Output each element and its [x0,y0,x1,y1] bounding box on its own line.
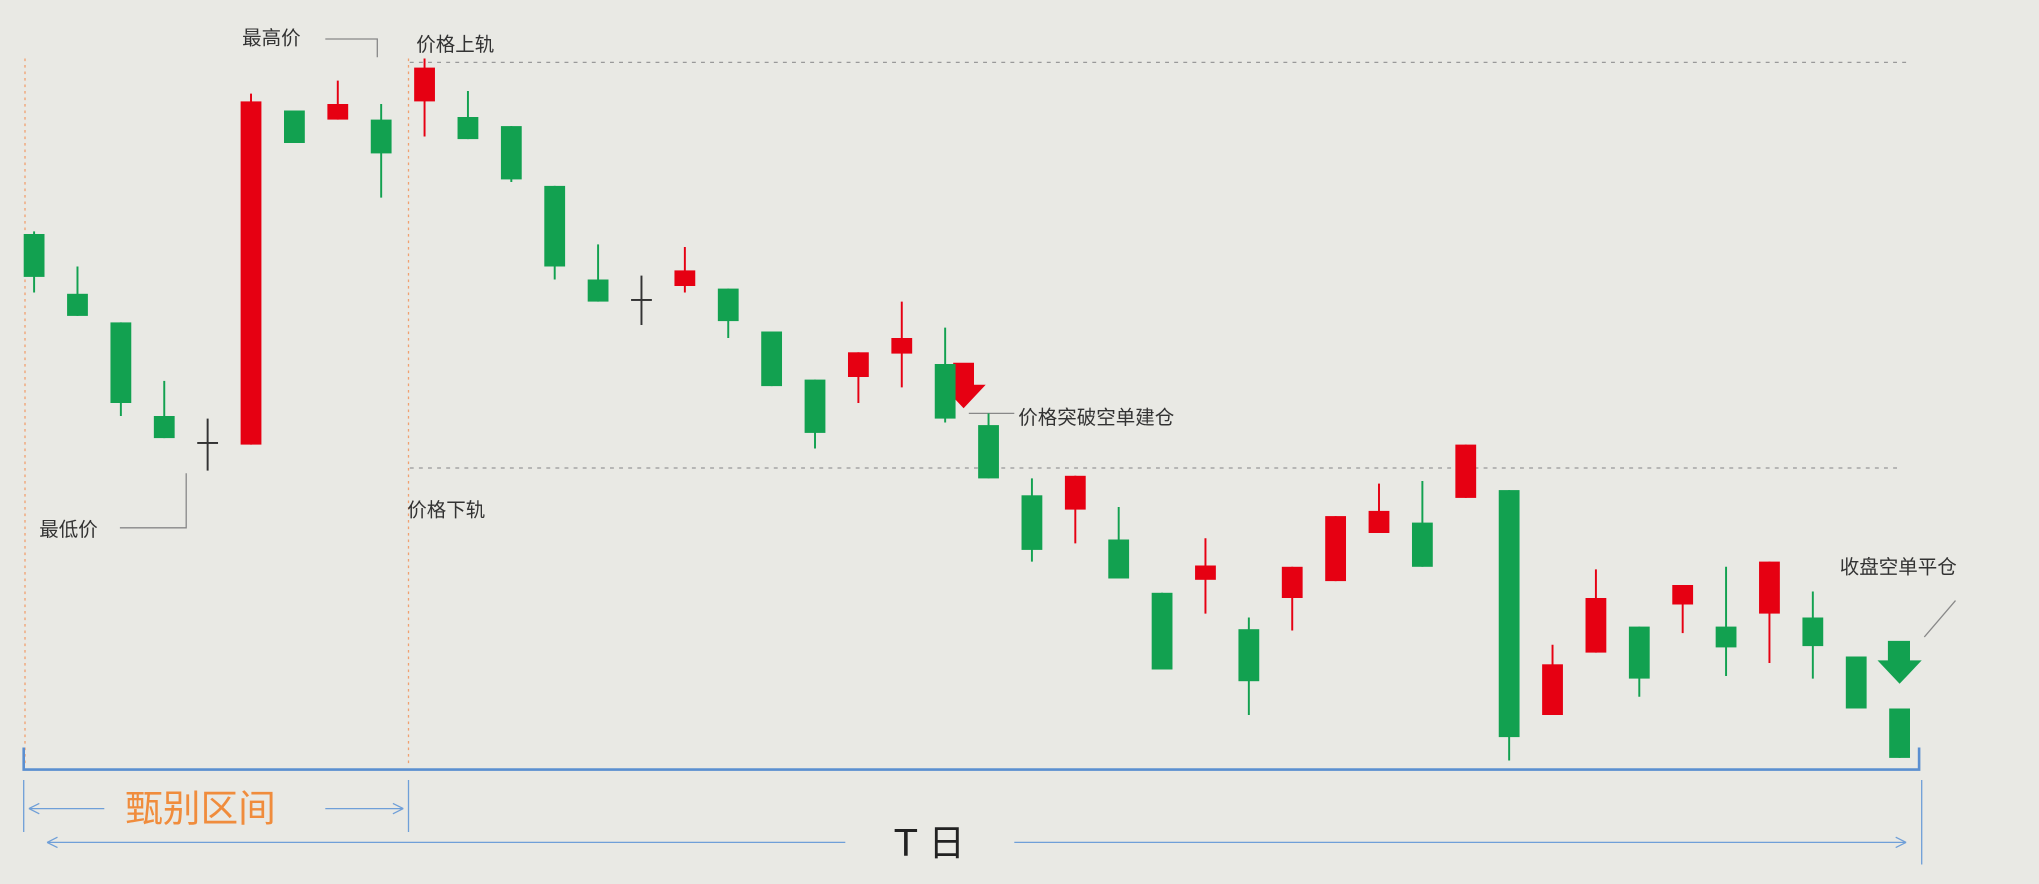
annotations: 最高价 最低价 价格上轨 价格下轨 价格突破空单建仓 收盘空单平仓 甄别区间 T… [22,27,1957,865]
candle-body [1325,516,1347,582]
candle-body [240,101,262,445]
candle-body [631,299,652,301]
candle-body [1628,626,1650,679]
candle-body [1455,444,1477,498]
dimension-lines [23,780,1923,865]
candle-body [1585,598,1607,653]
range-label: 甄别区间 [125,787,276,831]
annotation: 价格上轨 [416,33,494,56]
candle-body [804,379,826,433]
annotation: 价格突破空单建仓 [1018,406,1174,429]
candle-body [1802,617,1824,647]
candle-body [544,185,566,267]
candle-body [1759,561,1780,614]
candle-body [1845,656,1867,709]
connector [119,473,187,529]
candle-body [847,352,869,377]
connector [1923,600,1956,638]
candle-body [1542,664,1563,715]
candle-body [457,117,479,140]
candle-body [67,293,88,316]
candle-body [1021,495,1043,550]
entry-arrow [941,362,986,409]
annotation: 最高价 [242,27,301,50]
candle-body [414,67,435,102]
candle-body [978,425,999,479]
candle-body [327,104,349,120]
candle-body [891,338,913,354]
candle-body [1151,592,1173,670]
candle-body [197,442,219,444]
candle-body [587,279,609,302]
candle-body [1411,522,1433,567]
candle-body [1672,585,1694,605]
candle-body [1281,566,1303,598]
candle-body [23,234,45,277]
candle-body [1368,510,1390,533]
candle-body [1064,475,1086,510]
candle-body [153,416,175,439]
candle-body [934,364,956,419]
annotation: 最低价 [39,518,98,541]
candle-body [500,126,522,180]
candle-body [674,270,696,286]
candle-body [717,288,739,322]
candle-body [1238,629,1260,682]
connector [325,38,378,58]
candle-body [1889,708,1910,758]
candle-body [284,110,305,143]
candle-body [370,119,392,154]
candle-body [1195,565,1216,580]
annotation: 收盘空单平仓 [1840,556,1957,579]
bottom-bracket [22,747,1921,771]
candle-body [1108,539,1130,579]
annotation: 价格下轨 [407,498,485,521]
t-day-label: T 日 [894,821,965,864]
candle-body [110,322,132,403]
candle-body [1715,626,1737,648]
exit-arrow [1877,640,1922,684]
candle-body [1498,490,1520,738]
candle-body [761,331,783,387]
